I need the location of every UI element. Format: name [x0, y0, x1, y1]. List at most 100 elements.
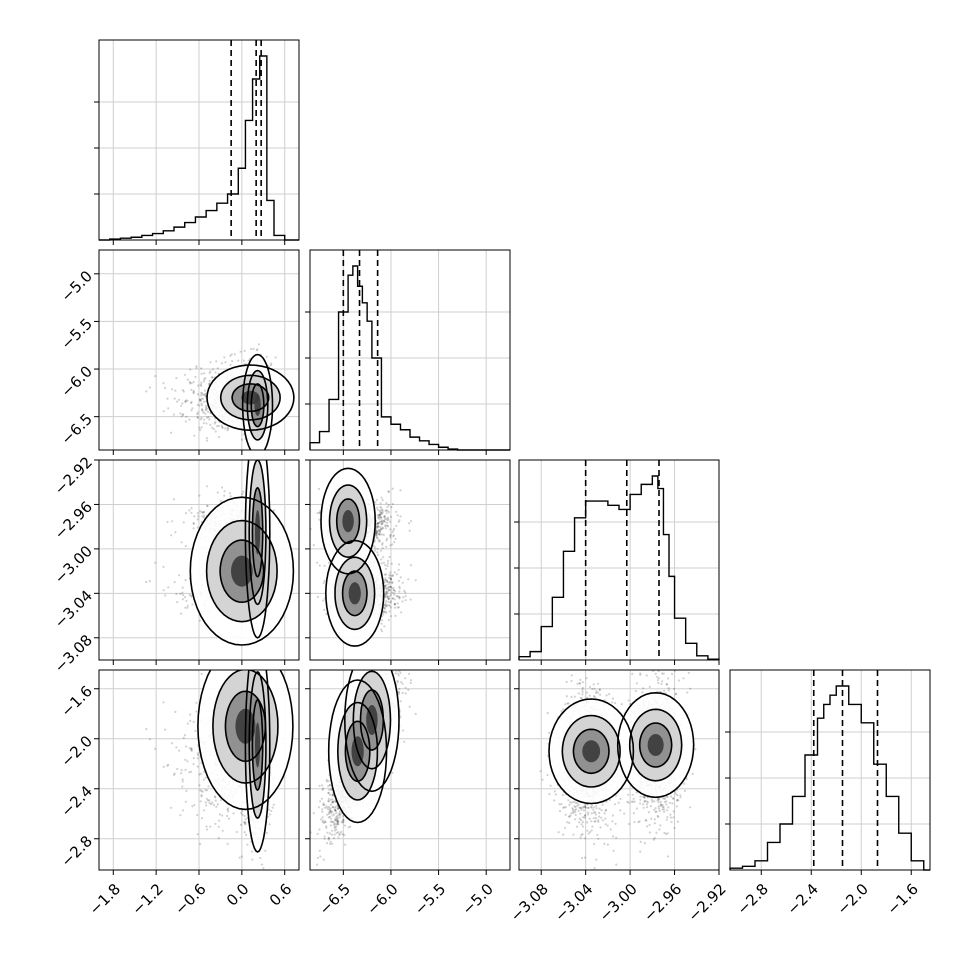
panel-frame: [309, 249, 511, 451]
sample-point: [172, 498, 175, 501]
sample-point: [216, 367, 219, 370]
histogram-panel-1: [94, 39, 300, 245]
sample-point: [190, 400, 193, 404]
sample-point: [215, 360, 218, 363]
sample-point: [221, 426, 224, 429]
sample-point: [200, 397, 203, 400]
sample-point: [196, 413, 199, 416]
sample-point: [206, 485, 209, 488]
panel-frame: [729, 669, 931, 871]
sample-point: [378, 514, 381, 517]
contour-line: [244, 460, 271, 639]
sample-point: [204, 377, 207, 380]
sample-point: [223, 356, 226, 359]
sample-point: [192, 389, 195, 392]
sample-point: [205, 404, 208, 407]
sample-point: [184, 420, 187, 423]
sample-point: [207, 416, 210, 419]
sample-point: [204, 392, 207, 395]
sample-point: [182, 593, 185, 597]
sample-point: [200, 384, 203, 387]
sample-point: [211, 368, 215, 371]
sample-point: [229, 354, 232, 357]
sample-point: [209, 370, 212, 373]
sample-point: [211, 426, 214, 429]
sample-point: [190, 388, 193, 391]
sample-point: [184, 400, 187, 403]
sample-point: [204, 395, 207, 398]
sample-point: [188, 418, 191, 421]
sample-point: [201, 393, 204, 396]
sample-point: [205, 436, 208, 440]
sample-point: [192, 522, 195, 526]
sample-point: [192, 392, 195, 395]
contour-line: [248, 460, 267, 606]
sample-point: [199, 399, 202, 403]
sample-point: [206, 504, 209, 508]
histogram-panel-2: [305, 249, 511, 455]
panel-frame: [518, 459, 720, 661]
sample-point: [191, 407, 194, 410]
sample-point: [179, 592, 182, 596]
sample-point: [200, 426, 203, 429]
sample-point: [191, 603, 194, 606]
density-fill: [241, 390, 260, 405]
sample-point: [181, 586, 184, 589]
sample-point: [228, 492, 231, 495]
sample-point: [200, 402, 203, 405]
sample-point: [175, 377, 178, 380]
sample-point: [166, 520, 169, 524]
sample-point: [200, 392, 203, 395]
sample-point: [198, 426, 201, 429]
sample-point: [194, 375, 197, 379]
sample-point: [200, 417, 203, 420]
sample-point: [216, 425, 219, 428]
sample-point: [193, 515, 196, 518]
sample-point: [189, 402, 193, 405]
sample-point: [184, 606, 187, 609]
sample-point: [231, 359, 234, 363]
sample-point: [192, 391, 195, 394]
sample-point: [201, 404, 204, 407]
sample-point: [145, 390, 148, 393]
sample-point: [214, 421, 217, 424]
sample-point: [250, 347, 253, 351]
sample-point: [202, 510, 206, 513]
contour-line: [206, 364, 295, 432]
sample-point: [192, 522, 195, 525]
sample-point: [154, 375, 157, 378]
sample-point: [148, 580, 151, 583]
contour-line: [205, 519, 278, 623]
sample-point: [196, 526, 199, 529]
sample-point: [182, 413, 185, 417]
sample-point: [199, 428, 202, 431]
sample-point: [239, 350, 242, 353]
sample-point: [224, 427, 227, 430]
sample-point: [175, 592, 178, 596]
contour-line: [231, 383, 270, 413]
sample-point: [188, 593, 191, 597]
sample-point: [202, 516, 206, 519]
sample-point: [229, 495, 232, 498]
sample-point: [202, 380, 206, 383]
sample-point: [192, 380, 195, 384]
sample-point: [199, 510, 202, 513]
sample-point: [202, 400, 206, 403]
sample-point: [201, 408, 204, 411]
sample-point: [196, 518, 199, 521]
sample-point: [198, 398, 201, 401]
histogram-step: [729, 685, 930, 871]
sample-point: [180, 404, 183, 407]
contour-line: [189, 496, 295, 646]
sample-point: [244, 362, 247, 365]
sample-point: [181, 389, 184, 392]
sample-point: [207, 382, 210, 385]
sample-point: [201, 515, 204, 518]
sample-point: [182, 390, 185, 393]
sample-point: [190, 511, 193, 514]
sample-point: [189, 382, 192, 385]
sample-point: [170, 431, 173, 434]
sample-point: [202, 422, 205, 425]
sample-point: [201, 511, 204, 514]
sample-point: [230, 353, 233, 356]
